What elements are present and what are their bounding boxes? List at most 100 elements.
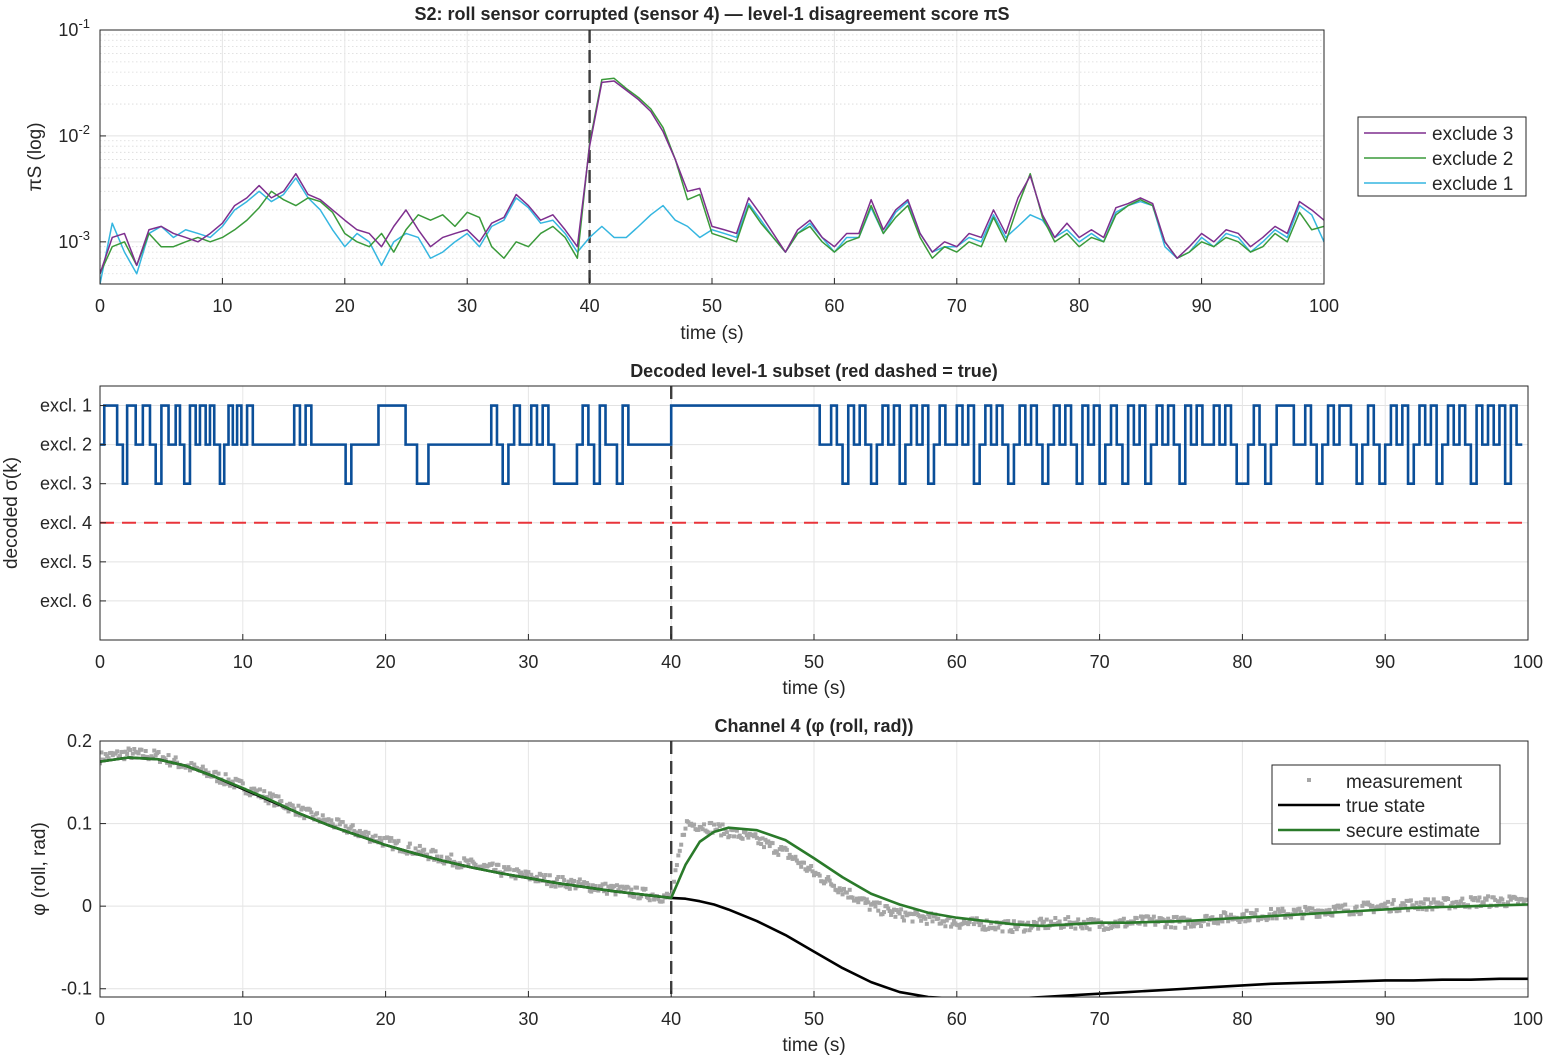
measurement-point <box>941 919 946 924</box>
measurement-point <box>340 820 345 825</box>
measurement-point <box>1049 919 1054 924</box>
measurement-point <box>863 900 868 905</box>
measurement-point <box>300 805 305 810</box>
measurement-point <box>740 836 745 841</box>
measurement-point <box>602 889 607 894</box>
measurement-point <box>413 846 418 851</box>
measurement-point <box>1216 921 1221 926</box>
measurement-point <box>1226 919 1231 924</box>
measurement-point <box>1420 907 1425 912</box>
measurement-point <box>613 892 618 897</box>
measurement-point <box>1016 924 1021 929</box>
chart-title-2: Decoded level-1 subset (red dashed = tru… <box>630 361 998 381</box>
measurement-point <box>265 795 270 800</box>
measurement-point <box>387 838 392 843</box>
measurement-point <box>1023 928 1028 933</box>
measurement-point <box>176 765 181 770</box>
measurement-point <box>1354 904 1359 909</box>
measurement-point <box>1169 925 1173 930</box>
measurement-point <box>1076 917 1081 922</box>
measurement-point <box>1408 898 1413 903</box>
measurement-point <box>1473 896 1478 901</box>
measurement-point <box>1243 919 1248 924</box>
measurement-point <box>1197 919 1202 924</box>
measurement-point <box>662 893 667 898</box>
measurement-point <box>226 777 231 782</box>
measurement-point <box>425 852 430 857</box>
measurement-point <box>744 833 749 838</box>
measurement-point <box>560 875 565 880</box>
measurement-point <box>139 747 144 752</box>
measurement-point <box>322 817 327 822</box>
measurement-point <box>523 869 528 874</box>
measurement-point <box>886 906 891 911</box>
measurement-point <box>516 868 521 873</box>
measurement-point <box>543 873 548 878</box>
measurement-point <box>1238 917 1243 922</box>
measurement-point <box>1034 921 1039 926</box>
measurement-point <box>762 845 767 850</box>
measurement-point <box>1236 917 1241 922</box>
measurement-point <box>722 832 727 836</box>
y-tick-label: excl. 5 <box>40 552 92 572</box>
x-tick-label: 70 <box>1090 1009 1110 1029</box>
measurement-point <box>889 912 894 917</box>
measurement-point <box>1063 917 1068 922</box>
measurement-point <box>1014 927 1019 932</box>
measurement-point <box>1121 916 1126 921</box>
measurement-point <box>1186 921 1191 926</box>
measurement-point <box>496 862 501 867</box>
measurement-point <box>262 789 267 794</box>
measurement-point <box>1111 923 1116 928</box>
measurement-point <box>647 898 652 903</box>
measurement-point <box>1220 919 1225 924</box>
measurement-point <box>593 884 598 889</box>
panel-channel-4: 0 10 20 30 40 50 60 70 80 90 100 0.20.10-0.1 Chann… <box>29 716 1543 1056</box>
measurement-point <box>891 907 896 912</box>
measurement-point <box>439 854 444 859</box>
measurement-point <box>1514 896 1519 901</box>
measurement-point <box>1394 909 1399 914</box>
measurement-point <box>257 787 262 792</box>
measurement-point <box>1340 903 1345 908</box>
measurement-point <box>1161 918 1166 923</box>
measurement-point <box>759 841 764 846</box>
x-tick-labels-1: 0 10 20 30 40 50 60 70 80 90 100 <box>95 278 1339 316</box>
measurement-point <box>1314 914 1319 919</box>
measurement-point <box>917 914 922 919</box>
measurement-point <box>363 829 368 834</box>
measurement-point <box>100 750 104 755</box>
measurement-point <box>417 843 422 848</box>
x-axis-label-2: time (s) <box>782 678 845 699</box>
measurement-point <box>200 764 205 769</box>
measurement-point <box>627 893 632 898</box>
measurement-point <box>854 896 859 901</box>
measurement-point <box>1460 896 1465 901</box>
measurement-point <box>232 785 237 790</box>
measurement-point <box>1440 902 1445 907</box>
measurement-point <box>1184 917 1189 922</box>
measurement-point <box>117 754 122 759</box>
measurement-point <box>205 774 210 779</box>
measurement-point <box>612 884 617 889</box>
measurement-point <box>866 900 871 905</box>
measurement-point <box>717 823 722 828</box>
x-tick-label: 70 <box>1090 652 1110 672</box>
measurement-point <box>634 885 639 890</box>
y-tick-labels-1: 10-1 10-2 10-3 <box>58 16 106 252</box>
measurement-point <box>899 907 904 912</box>
measurement-point <box>1139 914 1144 919</box>
x-tick-label: 0 <box>95 296 105 316</box>
legend-label-true-state: true state <box>1346 796 1425 817</box>
measurement-point <box>856 900 861 905</box>
legend-1: exclude 3 exclude 2 exclude 1 <box>1357 116 1527 197</box>
measurement-point <box>712 822 717 827</box>
measurement-point <box>127 747 132 752</box>
measurement-point <box>539 872 544 877</box>
measurement-point <box>419 850 424 855</box>
measurement-point <box>1266 916 1271 921</box>
measurement-point <box>315 811 320 816</box>
measurement-point <box>186 763 191 768</box>
measurement-point <box>152 748 157 753</box>
measurement-point <box>173 755 178 760</box>
